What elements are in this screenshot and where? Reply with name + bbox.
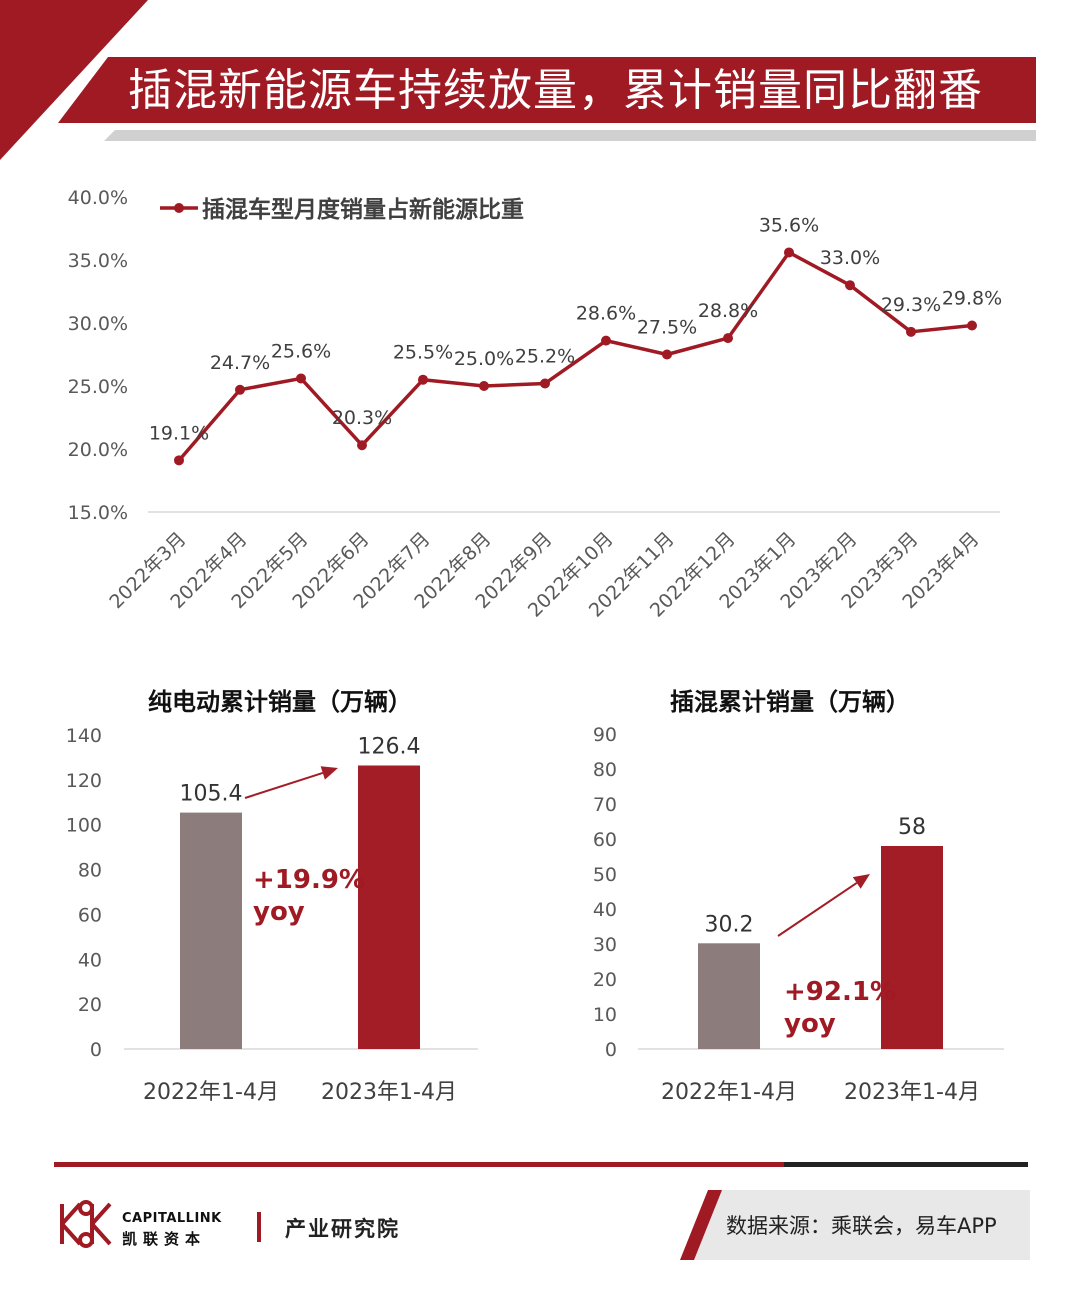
bar <box>698 943 760 1049</box>
data-point <box>967 320 977 331</box>
y-tick-label: 20.0% <box>68 439 128 461</box>
data-point <box>845 280 855 291</box>
y-tick-label: 60 <box>78 904 102 926</box>
series-line <box>177 250 973 462</box>
data-point <box>357 440 367 451</box>
y-tick-label: 20 <box>78 994 102 1016</box>
data-point <box>906 326 916 337</box>
data-label: 25.2% <box>515 345 575 367</box>
data-label: 25.6% <box>271 340 331 362</box>
x-category-label: 2022年1-4月 <box>143 1080 279 1105</box>
data-point <box>479 381 489 391</box>
brand-department: 产业研究院 <box>285 1217 400 1241</box>
data-label: 20.3% <box>332 407 392 429</box>
y-tick-label: 30 <box>593 934 617 956</box>
data-point <box>235 384 245 395</box>
data-point <box>723 333 733 344</box>
trend-arrow-icon <box>777 882 858 937</box>
gray-stripe <box>104 130 1036 141</box>
footer-rule-red <box>54 1162 784 1167</box>
capitallink-logo-icon <box>60 1200 112 1248</box>
y-tick-label: 100 <box>66 815 102 837</box>
data-label: 24.7% <box>210 352 270 374</box>
data-point <box>540 378 550 389</box>
corner-triangle <box>0 0 148 160</box>
y-tick-label: 40 <box>78 949 102 971</box>
y-tick-label: 25.0% <box>68 376 128 398</box>
ev-yoy-note: +19.9% yoy <box>253 864 365 928</box>
brand-name-en: CAPITALLINK <box>122 1211 222 1226</box>
x-category-label: 2023年1-4月 <box>321 1080 457 1105</box>
data-point <box>418 374 428 385</box>
title-banner <box>58 57 1036 123</box>
y-tick-label: 40.0% <box>68 187 128 209</box>
y-tick-label: 140 <box>66 725 102 747</box>
y-tick-label: 10 <box>593 1004 617 1026</box>
phev-yoy-note: +92.1% yoy <box>784 976 896 1040</box>
bar-value-label: 126.4 <box>358 735 421 760</box>
source-slash <box>680 1190 722 1260</box>
data-label: 29.8% <box>942 288 1002 310</box>
bar-value-label: 58 <box>898 815 926 840</box>
data-label: 29.3% <box>881 294 941 316</box>
y-tick-label: 15.0% <box>68 502 128 524</box>
data-point <box>174 455 184 466</box>
data-source: 数据来源：乘联会，易车APP <box>726 1214 997 1238</box>
footer-rule-dark <box>784 1162 1028 1167</box>
y-tick-label: 0 <box>90 1039 102 1061</box>
brand-divider <box>257 1212 261 1242</box>
data-point <box>784 247 794 258</box>
ev-bar-chart: 0 20 40 60 80 100 120 140 105.4 2022年1-4月 126.4 202… <box>66 725 478 1105</box>
y-tick-label: 70 <box>593 794 617 816</box>
phev-yoy-value: +92.1% <box>784 977 896 1007</box>
header-decoration <box>0 0 1036 160</box>
ev-chart-title: 纯电动累计销量（万辆） <box>148 688 412 716</box>
data-label: 19.1% <box>149 422 209 444</box>
x-category-label: 2023年1-4月 <box>844 1080 980 1105</box>
y-tick-label: 20 <box>593 969 617 991</box>
y-tick-label: 80 <box>593 759 617 781</box>
bar <box>180 812 242 1049</box>
footer-decoration <box>54 1162 1030 1260</box>
y-tick-label: 0 <box>605 1039 617 1061</box>
bar <box>881 846 943 1049</box>
data-point <box>662 349 672 360</box>
phev-bar-chart: 0 10 20 30 40 50 60 70 80 90 30.2 2022年1-4月 58 2023年1… <box>593 724 1004 1105</box>
data-point <box>296 373 306 384</box>
bar <box>358 765 420 1049</box>
y-tick-label: 60 <box>593 829 617 851</box>
phev-chart-title: 插混累计销量（万辆） <box>670 688 910 716</box>
data-label: 33.0% <box>820 247 880 269</box>
data-label: 28.6% <box>576 303 636 325</box>
brand-name-cn: 凯联资本 <box>122 1230 207 1248</box>
ev-yoy-label: yoy <box>253 897 305 927</box>
x-category-label: 2022年1-4月 <box>661 1080 797 1105</box>
trend-arrow-icon <box>244 771 324 799</box>
data-label: 28.8% <box>698 300 758 322</box>
bar-value-label: 30.2 <box>705 912 754 937</box>
ev-yoy-value: +19.9% <box>253 865 365 895</box>
line-chart: 15.0%20.0%25.0%30.0%35.0%40.0%2022年3月202… <box>68 187 1003 622</box>
legend-label: 插混车型月度销量占新能源比重 <box>202 196 524 223</box>
y-tick-label: 90 <box>593 724 617 746</box>
phev-yoy-label: yoy <box>784 1009 836 1039</box>
data-label: 25.0% <box>454 348 514 370</box>
trend-arrowhead-icon <box>852 874 870 889</box>
trend-arrowhead-icon <box>320 766 338 780</box>
data-label: 27.5% <box>637 317 697 339</box>
legend-marker <box>174 203 184 213</box>
data-label: 35.6% <box>759 214 819 236</box>
y-tick-label: 120 <box>66 770 102 792</box>
data-label: 25.5% <box>393 342 453 364</box>
data-point <box>601 335 611 346</box>
bar-value-label: 105.4 <box>180 782 243 807</box>
y-tick-label: 40 <box>593 899 617 921</box>
source-panel <box>690 1190 1030 1260</box>
y-tick-label: 30.0% <box>68 313 128 335</box>
y-tick-label: 80 <box>78 860 102 882</box>
y-tick-label: 50 <box>593 864 617 886</box>
y-tick-label: 35.0% <box>68 250 128 272</box>
page-title: 插混新能源车持续放量，累计销量同比翻番 <box>128 65 983 116</box>
